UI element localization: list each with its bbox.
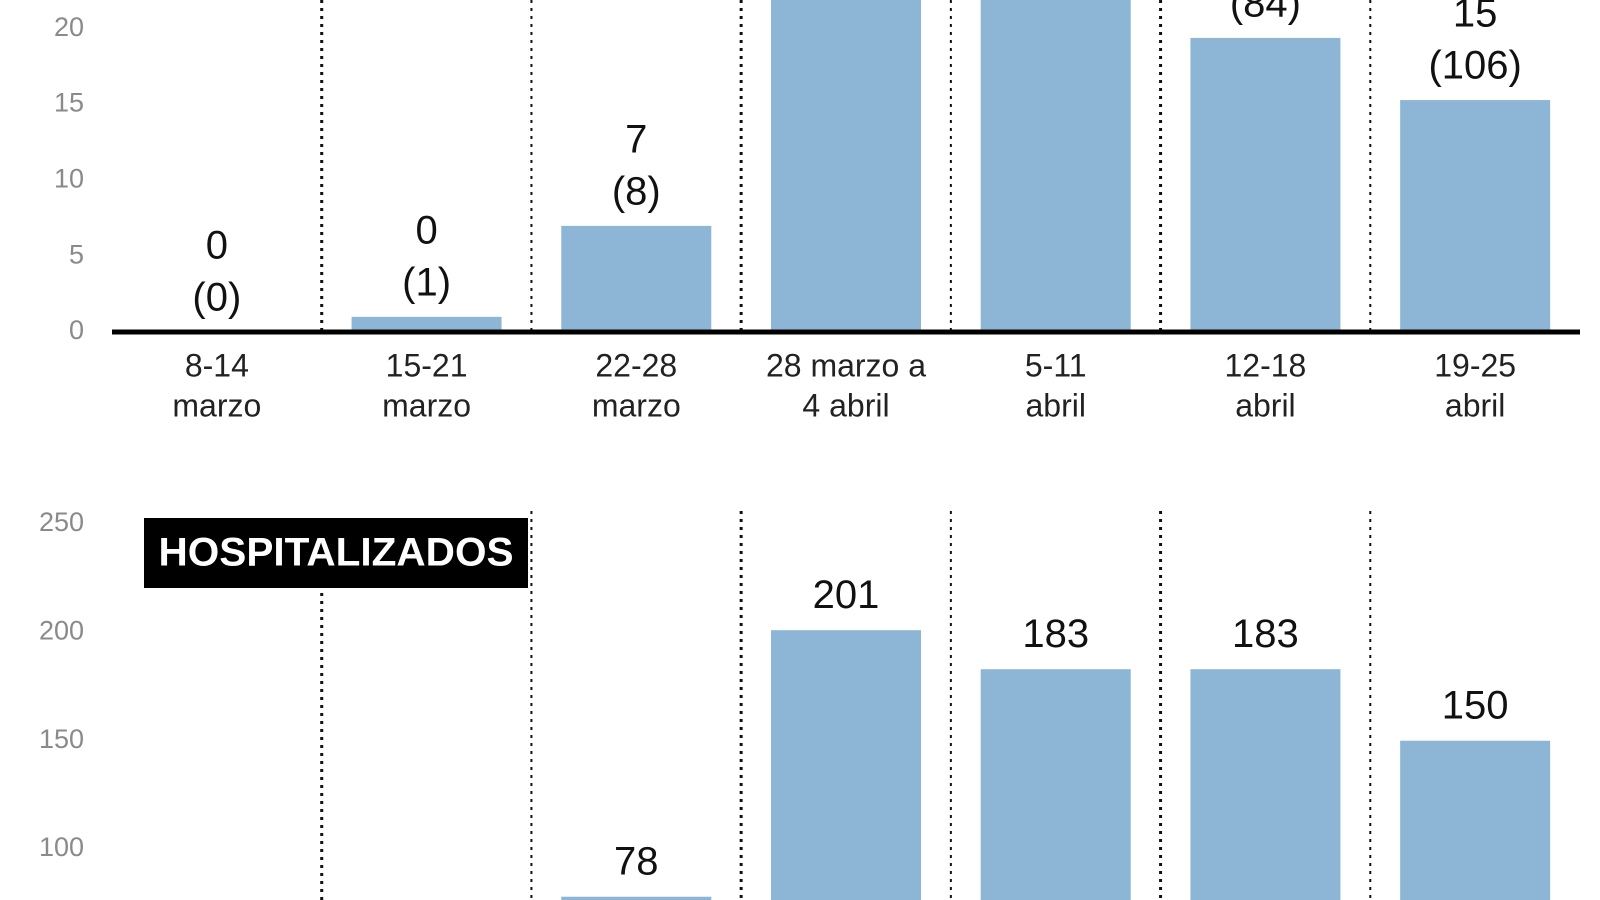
- bar-label: (106): [1428, 44, 1521, 88]
- y-tick-label: 150: [39, 724, 84, 754]
- x-tick-label: 22-28: [595, 347, 677, 383]
- x-tick-label: abril: [1235, 387, 1295, 423]
- x-tick-label: 19-25: [1434, 347, 1516, 383]
- bar: [1190, 37, 1341, 333]
- bar: [561, 896, 712, 900]
- bar: [980, 0, 1131, 333]
- bar: [351, 316, 502, 332]
- chart-title: HOSPITALIZADOS: [159, 531, 514, 575]
- bar-label: 0: [415, 208, 437, 252]
- x-tick-label: 5-11: [1025, 347, 1087, 383]
- bars: [561, 630, 1551, 900]
- y-tick-label: 0: [69, 315, 84, 345]
- bar: [561, 225, 712, 332]
- bar-label: (8): [612, 169, 661, 213]
- bar-label: (84): [1230, 0, 1301, 25]
- bar-label: 183: [1232, 612, 1299, 656]
- bar: [771, 0, 921, 333]
- bar-label: 150: [1442, 683, 1509, 727]
- x-tick-label: 15-21: [386, 347, 468, 383]
- bar: [980, 669, 1131, 900]
- y-tick-label: 20: [54, 12, 84, 42]
- y-tick-label: 250: [39, 507, 84, 537]
- bar-label: 0: [206, 224, 228, 268]
- bar: [1190, 669, 1341, 900]
- title-box: [144, 518, 528, 588]
- bar: [1400, 100, 1551, 332]
- bar: [771, 630, 921, 900]
- y-tick-label: 100: [39, 832, 84, 862]
- x-tick-label: 4 abril: [802, 387, 889, 423]
- y-tick-label: 15: [54, 88, 84, 118]
- bar-label: 78: [614, 839, 659, 883]
- bar-label: 201: [813, 573, 880, 617]
- x-tick-label: 28 marzo a: [766, 347, 926, 383]
- x-tick-label: marzo: [172, 387, 261, 423]
- x-tick-label: 12-18: [1225, 347, 1307, 383]
- bar-label: 15: [1453, 0, 1498, 36]
- bar-label: 7: [625, 117, 647, 161]
- y-tick-label: 10: [54, 164, 84, 194]
- x-tick-label: abril: [1445, 387, 1505, 423]
- bar: [1400, 740, 1551, 900]
- bars: [351, 0, 1551, 333]
- x-tick-label: 8-14: [185, 347, 249, 383]
- x-tick-label: marzo: [592, 387, 681, 423]
- x-tick-label: marzo: [382, 387, 471, 423]
- bar-label: (0): [192, 276, 241, 320]
- y-tick-label: 200: [39, 615, 84, 645]
- x-tick-label: abril: [1025, 387, 1085, 423]
- bar-label: (1): [402, 260, 451, 304]
- y-tick-label: 5: [69, 239, 84, 269]
- bar-label: 183: [1022, 612, 1089, 656]
